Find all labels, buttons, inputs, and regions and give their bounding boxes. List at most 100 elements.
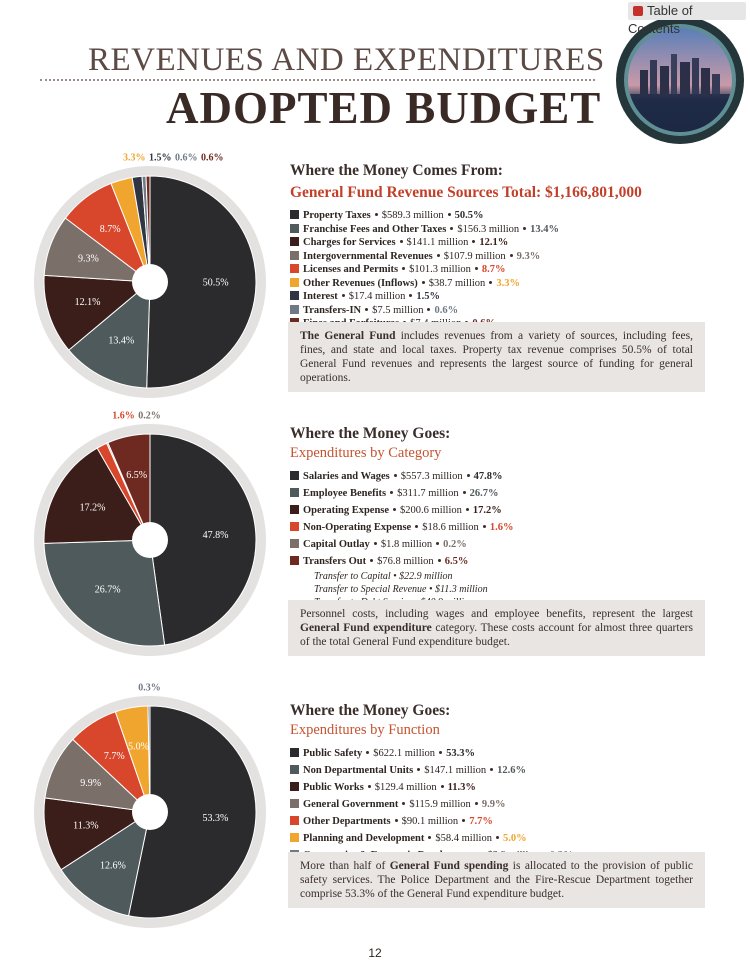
legend-swatch — [290, 291, 299, 300]
legend-percent: 9.3% — [516, 250, 541, 262]
legend-amount: $7.5 million — [372, 304, 424, 316]
separator — [490, 768, 494, 771]
legend-name: Charges for Services — [303, 237, 396, 248]
pie-slice — [60, 810, 151, 917]
legend-amount: $38.7 million — [428, 277, 486, 289]
slice-label: 12.1% — [75, 297, 101, 308]
section: Where the Money Goes: Expenditures by Fun… — [290, 702, 710, 864]
page-number: 12 — [368, 946, 382, 960]
section: Where the Money Comes From: General Fund … — [290, 162, 710, 331]
legend-item: Licenses and Permits $101.3 million 8.7% — [290, 263, 710, 277]
legend-name: Intergovernmental Revenues — [303, 250, 433, 262]
pie-slice — [149, 433, 257, 646]
legend-name: Licenses and Permits — [303, 264, 399, 275]
separator — [421, 280, 425, 284]
legend-percent: 0.6% — [434, 304, 459, 316]
pie-slice — [127, 705, 257, 919]
legend-item: Non Departmental Units $147.1 million 12.6… — [290, 762, 710, 779]
legend-amount: $1.8 million — [380, 539, 433, 550]
legend-percent: 0.2% — [443, 539, 467, 550]
toc-label[interactable]: Table of Contents — [628, 3, 693, 36]
slice-label-outside: 0.6% — [175, 152, 198, 163]
legend-swatch — [290, 250, 299, 260]
slice-label: 9.3% — [78, 253, 99, 264]
section-subtitle: General Fund Revenue Sources Total: $1,1… — [290, 184, 642, 201]
separator — [415, 525, 419, 528]
legend-item: Salaries and Wages $557.3 million 47.8% — [290, 468, 710, 485]
legend-percent: 7.7% — [469, 816, 493, 827]
legend-name: Public Safety — [303, 748, 363, 759]
legend-item: Non-Operating Expense $18.6 million 1.6% — [290, 519, 710, 536]
separator — [495, 836, 499, 839]
separator — [409, 294, 413, 297]
page-title: REVENUES AND EXPENDITURES — [88, 42, 605, 78]
legend-item: Franchise Fees and Other Taxes $156.3 mil… — [290, 223, 710, 237]
legend-swatch — [290, 556, 299, 565]
legend-amount: $107.9 million — [443, 250, 506, 262]
legend-swatch — [290, 748, 299, 757]
separator — [474, 802, 478, 805]
legend-name: Salaries and Wages — [303, 471, 390, 482]
slice-label-outside: 0.6% — [201, 152, 224, 163]
slice-label: 47.8% — [203, 530, 229, 541]
separator — [417, 768, 421, 771]
slice-label-outside: 3.3% — [123, 152, 146, 163]
pie-hole — [132, 794, 168, 830]
slice-label: 26.7% — [95, 585, 121, 596]
legend-swatch — [290, 264, 299, 273]
legend-percent: 11.3% — [447, 782, 476, 793]
separator — [393, 508, 397, 511]
legend-item: Interest $17.4 million 1.5% — [290, 290, 710, 304]
pie-slice — [43, 797, 152, 871]
legend-percent: 6.5% — [444, 556, 469, 567]
slice-label: 12.6% — [100, 861, 126, 872]
table-of-contents-button[interactable]: Table of Contents — [628, 2, 746, 36]
legend-amount: $101.3 million — [409, 264, 471, 275]
legend-item: Other Revenues (Inflows) $38.7 million 3.3… — [290, 277, 710, 291]
section-title: Where the Money Goes: — [290, 702, 451, 719]
legend-amount: $622.1 million — [373, 748, 436, 759]
legend-amount: $115.9 million — [409, 799, 471, 810]
legend-name: Property Taxes — [303, 210, 371, 221]
legend-item: Public Works $129.4 million 11.3% — [290, 779, 710, 796]
legend-percent: 1.5% — [416, 291, 441, 302]
separator — [466, 474, 470, 477]
pie-slice — [43, 447, 151, 544]
description-text: category. These costs account for almost… — [300, 622, 693, 648]
separator — [462, 819, 466, 822]
legend-swatch — [290, 816, 299, 825]
legend-name: Franchise Fees and Other Taxes — [303, 223, 447, 235]
legend-amount: $58.4 million — [435, 833, 492, 844]
page-subtitle: ADOPTED BUDGET — [166, 83, 602, 133]
separator — [374, 213, 378, 216]
legend-amount: $76.8 million — [377, 556, 434, 567]
legend-item: Operating Expense $200.6 million 17.2% — [290, 502, 710, 519]
pie-slice — [43, 274, 152, 351]
separator — [427, 307, 431, 311]
separator — [394, 819, 398, 822]
separator — [402, 802, 406, 805]
description-text: General Fund spending — [389, 860, 509, 872]
slice-label-outside: 0.2% — [138, 410, 161, 421]
legend-item: Planning and Development $58.4 million 5.0… — [290, 830, 710, 847]
legend-name: Transfers Out — [303, 556, 367, 567]
legend-item: Transfers Out $76.8 million 6.5% — [290, 553, 710, 570]
separator — [447, 213, 451, 216]
legend-sub-item: Transfer to Capital • $22.9 million — [314, 571, 453, 582]
separator — [436, 253, 440, 257]
legend-name: Capital Outlay — [303, 539, 370, 550]
separator — [367, 785, 371, 788]
pie-slice — [146, 175, 257, 389]
legend-swatch — [290, 277, 299, 287]
description-box: More than half of General Fund spending … — [288, 852, 705, 908]
legend-swatch — [290, 304, 299, 314]
legend-percent: 13.4% — [530, 223, 560, 235]
legend-swatch — [290, 799, 299, 808]
separator — [439, 751, 443, 754]
legend-swatch — [290, 833, 299, 842]
legend-amount: $129.4 million — [374, 782, 437, 793]
separator — [393, 474, 397, 477]
legend-name: Other Departments — [303, 816, 391, 827]
legend-amount: $18.6 million — [422, 522, 479, 533]
